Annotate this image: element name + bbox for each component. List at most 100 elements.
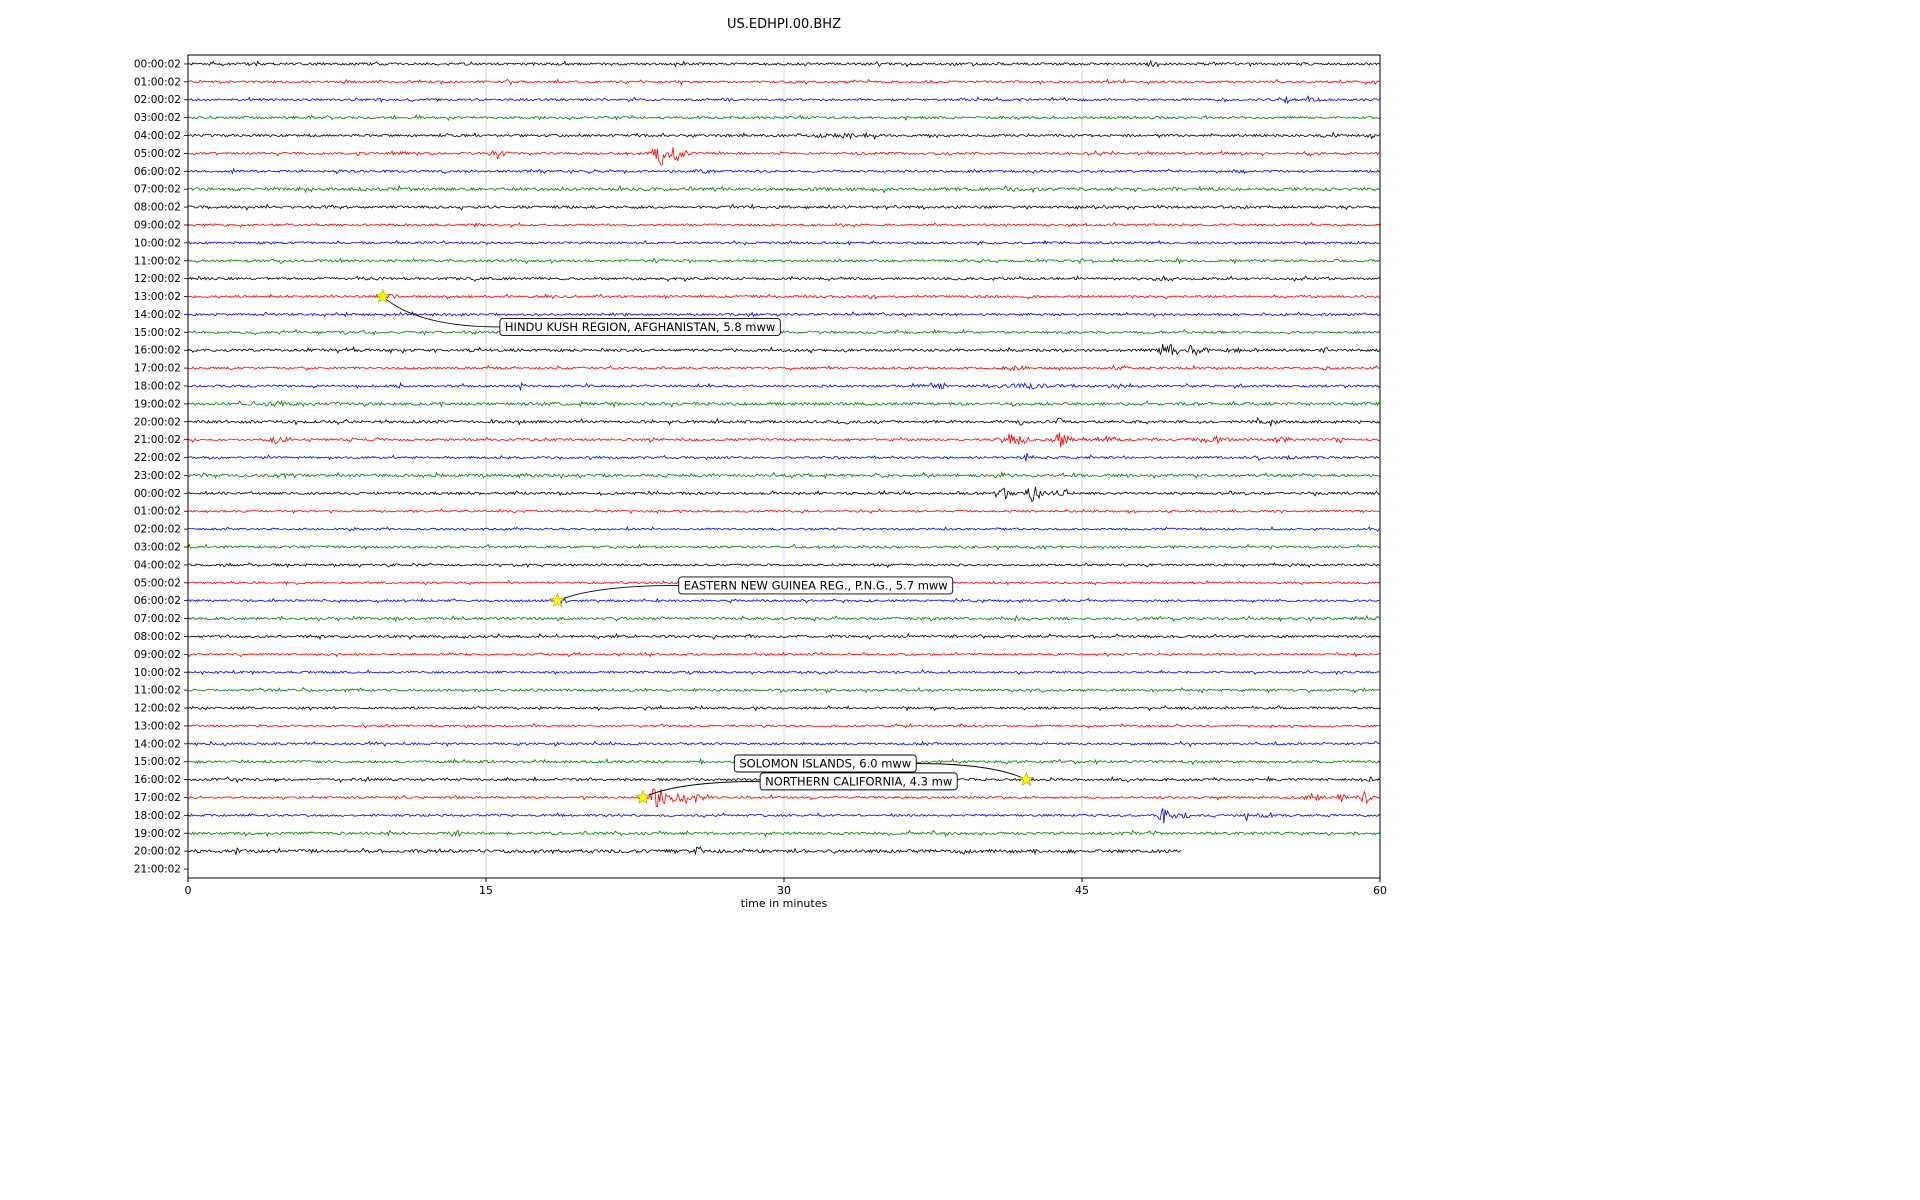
row-time-label: 21:00:02 (134, 864, 181, 876)
trace-row (187, 704, 1381, 712)
row-time-label: 09:00:02 (134, 649, 181, 661)
row-time-label: 00:00:02 (134, 58, 181, 70)
trace-row (187, 470, 1381, 480)
trace-row (187, 416, 1381, 427)
trace-row (187, 632, 1381, 641)
row-time-label: 14:00:02 (134, 738, 181, 750)
trace-row (187, 486, 1381, 503)
row-time-label: 01:00:02 (134, 506, 181, 518)
row-time-label: 03:00:02 (134, 112, 181, 124)
event-connector-line (642, 780, 761, 798)
trace-row (187, 651, 1381, 658)
row-time-label: 19:00:02 (134, 828, 181, 840)
row-time-label: 08:00:02 (134, 631, 181, 643)
row-time-label: 10:00:02 (134, 237, 181, 249)
trace-row (187, 239, 1381, 246)
x-tick-label: 30 (777, 884, 791, 897)
event-annotation-label: EASTERN NEW GUINEA REG., P.N.G., 5.7 mww (684, 578, 948, 592)
trace-row (187, 432, 1380, 448)
trace-row (187, 381, 1381, 392)
trace-row (187, 114, 1381, 121)
event-star-icon (635, 789, 651, 804)
row-time-label: 13:00:02 (134, 720, 181, 732)
trace-row (187, 399, 1381, 409)
trace-row (187, 343, 1381, 357)
row-time-label: 05:00:02 (134, 148, 181, 160)
event-star-icon (1018, 771, 1034, 786)
trace-row (188, 131, 1381, 141)
row-time-label: 14:00:02 (134, 309, 181, 321)
trace-row (187, 275, 1381, 283)
event-connector-line (916, 763, 1027, 781)
trace-row (187, 184, 1381, 194)
x-tick-label: 45 (1075, 884, 1089, 897)
event-annotation-label: HINDU KUSH REGION, AFGHANISTAN, 5.8 mww (505, 320, 775, 334)
trace-row (187, 846, 1182, 856)
trace-row (187, 147, 1381, 166)
trace-row (187, 221, 1381, 228)
row-time-label: 12:00:02 (134, 703, 181, 715)
trace-row (188, 686, 1381, 694)
row-time-label: 06:00:02 (134, 166, 181, 178)
row-time-label: 17:00:02 (134, 363, 181, 375)
row-time-label: 02:00:02 (134, 94, 181, 106)
trace-row (187, 310, 1381, 318)
trace-row (187, 167, 1381, 175)
row-time-label: 00:00:02 (134, 488, 181, 500)
row-time-label: 08:00:02 (134, 202, 181, 214)
trace-row (187, 829, 1381, 838)
trace-row (187, 543, 1381, 551)
row-time-label: 20:00:02 (134, 846, 181, 858)
page-title: US.EDHPI.00.BHZ (727, 17, 841, 32)
row-time-label: 04:00:02 (134, 130, 181, 142)
trace-row (187, 78, 1381, 86)
row-time-label: 17:00:02 (134, 792, 181, 804)
row-time-label: 23:00:02 (134, 470, 181, 482)
row-time-label: 18:00:02 (134, 810, 181, 822)
trace-row (187, 364, 1381, 372)
trace-row (187, 808, 1381, 824)
row-time-label: 16:00:02 (134, 345, 181, 357)
row-time-label: 07:00:02 (134, 613, 181, 625)
row-time-label: 18:00:02 (134, 380, 181, 392)
trace-row (187, 669, 1381, 676)
trace-row (187, 203, 1381, 211)
row-time-label: 11:00:02 (134, 255, 181, 267)
row-time-label: 02:00:02 (134, 524, 181, 536)
row-time-label: 15:00:02 (134, 327, 181, 339)
row-time-label: 22:00:02 (134, 452, 181, 464)
event-annotation-box (759, 772, 958, 791)
row-time-label: 15:00:02 (134, 756, 181, 768)
event-connector-line (382, 296, 500, 328)
row-time-label: 01:00:02 (134, 76, 181, 88)
event-annotation-box (499, 317, 781, 336)
x-tick-label: 0 (185, 884, 192, 897)
trace-row (187, 452, 1381, 462)
trace-row (187, 526, 1381, 532)
row-time-label: 07:00:02 (134, 184, 181, 196)
row-time-label: 05:00:02 (134, 577, 181, 589)
x-tick-label: 60 (1373, 884, 1387, 897)
row-time-label: 16:00:02 (134, 774, 181, 786)
trace-row (187, 94, 1381, 105)
row-time-label: 10:00:02 (134, 667, 181, 679)
trace-row (188, 788, 1381, 808)
row-time-label: 20:00:02 (134, 416, 181, 428)
row-time-label: 09:00:02 (134, 219, 181, 231)
row-time-label: 21:00:02 (134, 434, 181, 446)
x-tick-label: 15 (479, 884, 493, 897)
event-star-icon (550, 592, 565, 608)
x-axis-label: time in minutes (740, 897, 828, 910)
trace-row (187, 257, 1381, 265)
trace-row (187, 328, 1381, 336)
row-time-label: 03:00:02 (134, 542, 181, 554)
trace-row (187, 740, 1381, 748)
row-time-label: 13:00:02 (134, 291, 181, 303)
event-star-icon (375, 288, 391, 303)
trace-row (187, 614, 1381, 623)
row-time-label: 06:00:02 (134, 595, 181, 607)
row-time-label: 19:00:02 (134, 398, 181, 410)
event-annotation-label: SOLOMON ISLANDS, 6.0 mww (739, 756, 911, 770)
